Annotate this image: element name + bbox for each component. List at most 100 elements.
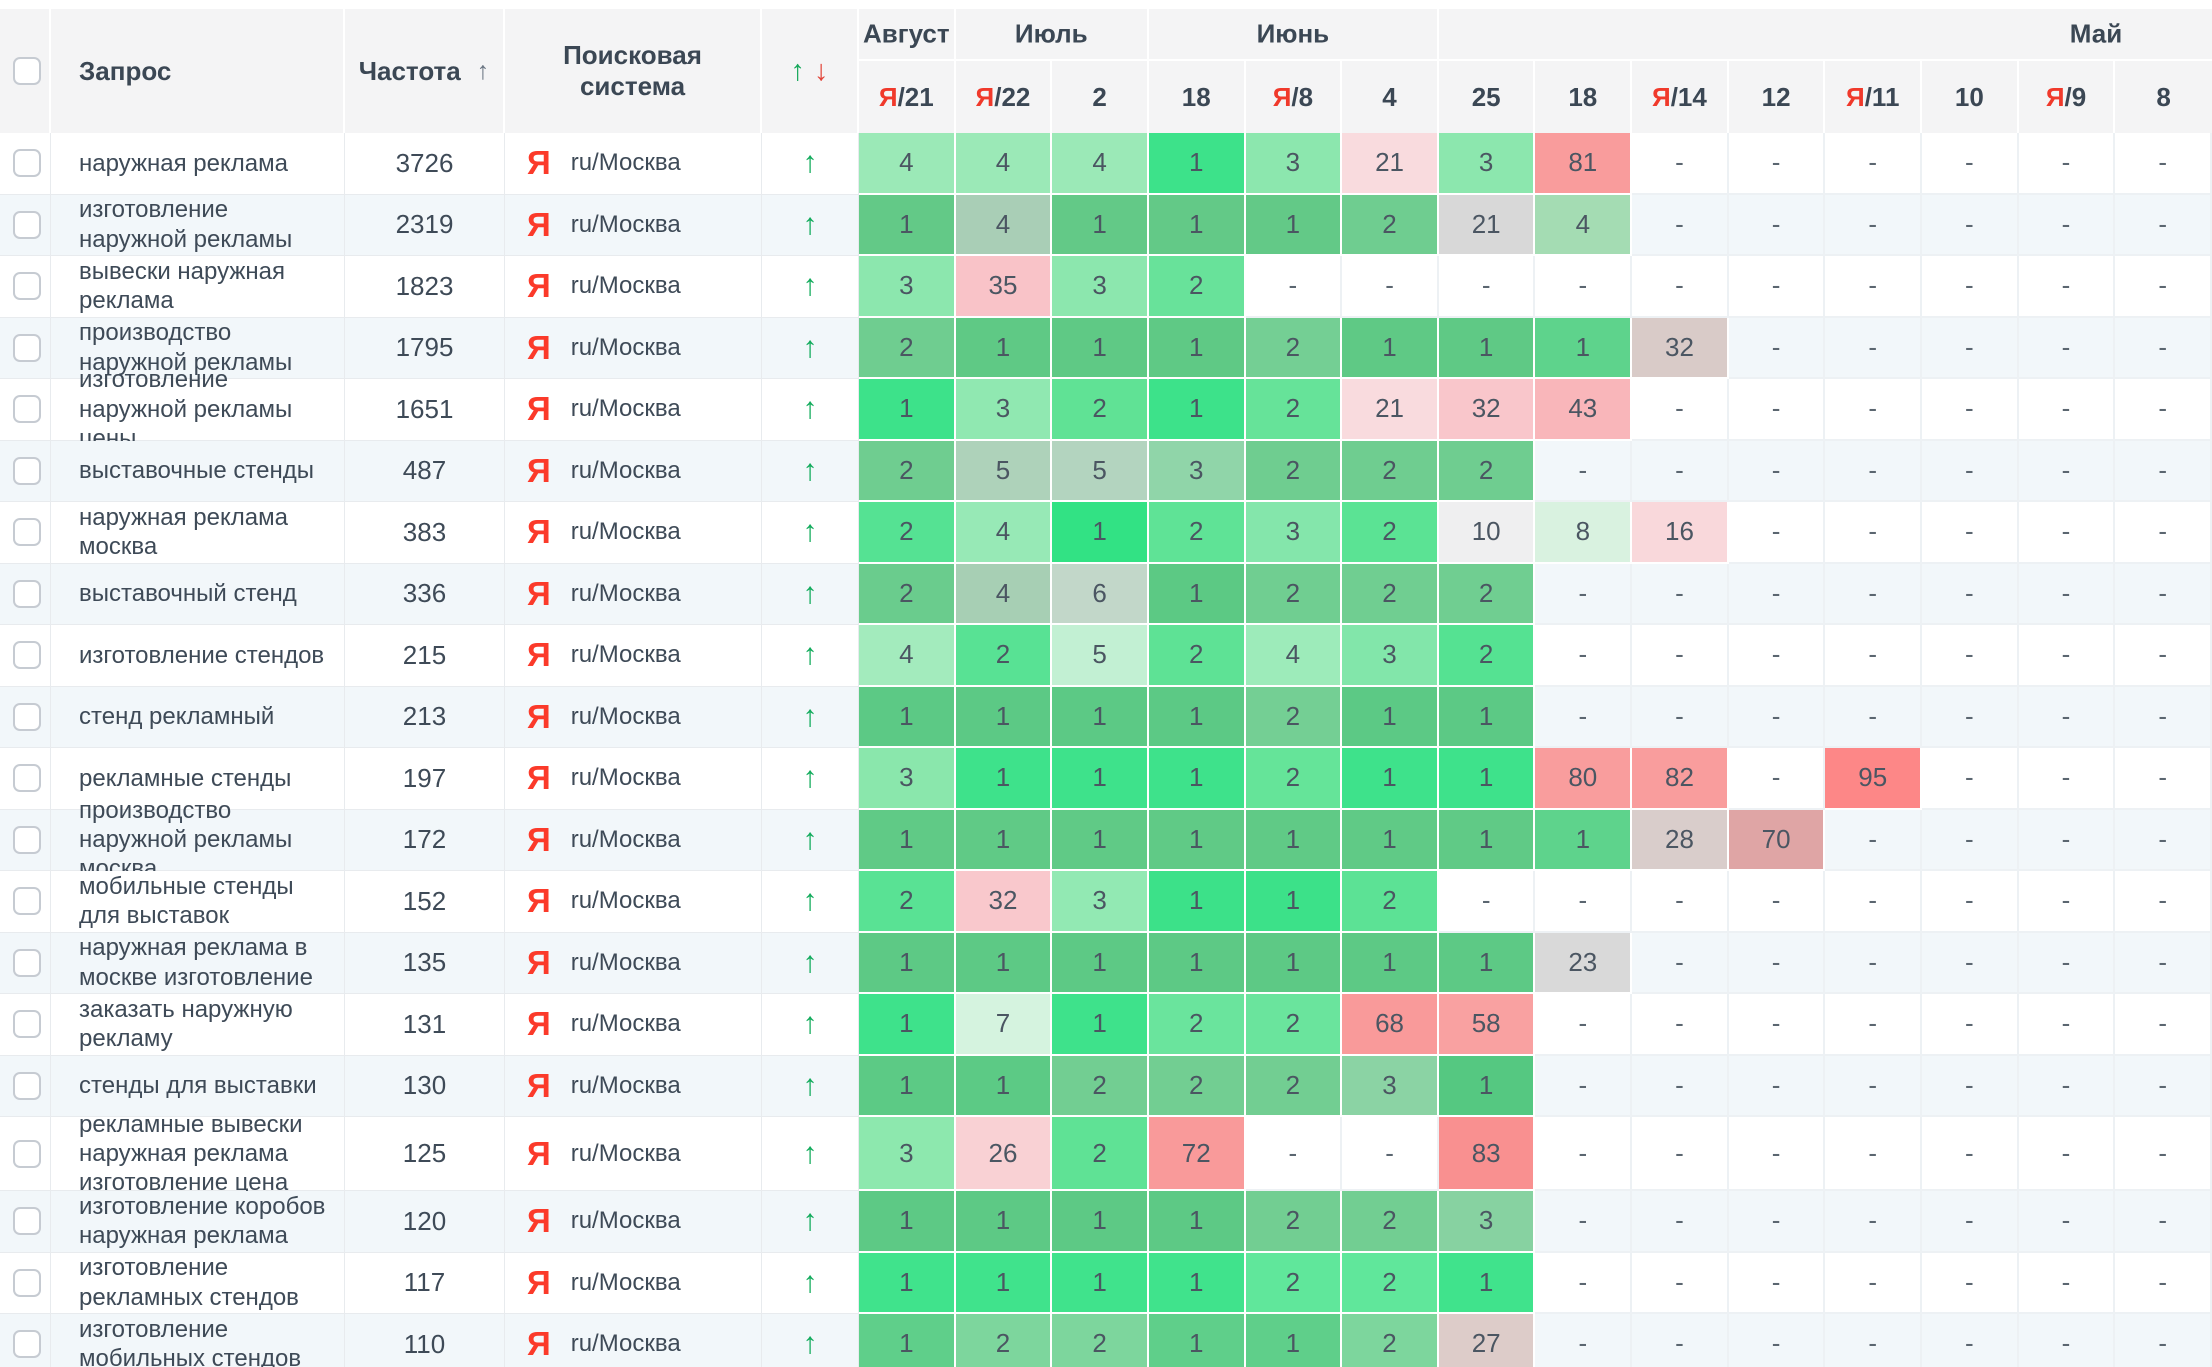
select-all-cell	[0, 9, 51, 133]
date-column-header[interactable]: 18	[1535, 61, 1633, 133]
row-checkbox[interactable]	[13, 456, 41, 485]
position-cell: 4	[955, 133, 1053, 195]
position-cell: 2	[859, 871, 956, 933]
date-column-header[interactable]: 2	[1052, 61, 1149, 133]
row-checkbox-cell	[0, 809, 51, 871]
query-cell[interactable]: наружная реклама	[51, 133, 345, 195]
query-text: изготовление стендов	[79, 641, 325, 669]
query-cell[interactable]: производство наружной рекламы	[51, 317, 345, 379]
query-cell[interactable]: рекламные вывески наружная реклама изгот…	[51, 1111, 345, 1196]
row-checkbox[interactable]	[13, 1268, 41, 1297]
row-checkbox[interactable]	[13, 1139, 41, 1168]
query-cell[interactable]: изготовление наружной рекламы цены	[51, 366, 345, 452]
date-column-header[interactable]: Я/14	[1632, 61, 1729, 133]
row-checkbox[interactable]	[13, 272, 41, 301]
query-cell[interactable]: рекламные стенды	[51, 748, 345, 810]
position-cell: 2	[859, 440, 956, 502]
row-checkbox[interactable]	[13, 1010, 41, 1039]
position-cell: -	[1728, 563, 1826, 625]
date-column-header[interactable]: 18	[1149, 61, 1246, 133]
position-cell: -	[1922, 502, 2019, 564]
month-label: Июль	[1014, 18, 1088, 49]
position-cell: 2	[1342, 194, 1439, 256]
row-checkbox-cell	[0, 502, 51, 564]
date-column-header[interactable]: 12	[1729, 61, 1826, 133]
query-column-header[interactable]: Запрос	[51, 9, 345, 133]
date-column-header[interactable]: Я/9	[2019, 61, 2116, 133]
select-all-checkbox[interactable]	[13, 57, 41, 85]
position-cell: -	[1825, 133, 1923, 195]
row-checkbox[interactable]	[13, 764, 41, 793]
trend-up-icon: ↑	[802, 515, 818, 549]
frequency-column-header[interactable]: Частота ↑	[345, 9, 505, 133]
trend-cell: ↑	[762, 317, 859, 379]
yandex-icon: Я	[527, 943, 551, 981]
position-cell: -	[1922, 932, 2019, 994]
query-header-label: Запрос	[79, 55, 172, 86]
position-cell: 1	[1148, 133, 1246, 195]
query-text: изготовление рекламных стендов	[79, 1254, 299, 1311]
row-checkbox[interactable]	[13, 149, 41, 178]
query-cell[interactable]: наружная реклама москва	[51, 502, 345, 564]
row-checkbox-cell	[0, 133, 51, 195]
query-cell[interactable]: изготовление мобильных стендов	[51, 1314, 345, 1367]
position-cell: -	[2115, 1117, 2212, 1191]
query-cell[interactable]: производство наружной рекламы москва	[51, 797, 345, 882]
date-column-header[interactable]: Я/21	[859, 61, 956, 133]
row-checkbox[interactable]	[13, 887, 41, 916]
row-checkbox[interactable]	[13, 579, 41, 608]
row-checkbox-cell	[0, 748, 51, 810]
query-cell[interactable]: выставочные стенды	[51, 440, 345, 502]
query-cell[interactable]: стенды для выставки	[51, 1055, 345, 1117]
query-cell[interactable]: изготовление наружной рекламы	[51, 194, 345, 256]
position-cell: -	[1922, 256, 2019, 318]
row-checkbox-cell	[0, 379, 51, 441]
query-cell[interactable]: стенд рекламный	[51, 686, 345, 748]
query-cell[interactable]: наружная реклама в москве изготовление	[51, 932, 345, 994]
date-column-header[interactable]: 8	[2115, 61, 2212, 133]
trend-column-header[interactable]: ↑ ↓	[762, 9, 859, 133]
query-cell[interactable]: изготовление рекламных стендов	[51, 1252, 345, 1314]
query-cell[interactable]: заказать наружную рекламу	[51, 994, 345, 1056]
position-cell: 2	[1342, 1191, 1439, 1253]
date-column-header[interactable]: Я/8	[1246, 61, 1343, 133]
position-cell: 2	[1438, 625, 1536, 687]
query-cell[interactable]: изготовление стендов	[51, 625, 345, 687]
position-cell: 1	[1148, 1191, 1246, 1253]
position-cell: 3	[859, 1117, 956, 1191]
position-cell: -	[1728, 625, 1826, 687]
query-cell[interactable]: выставочный стенд	[51, 563, 345, 625]
position-cell: -	[2115, 440, 2212, 502]
row-checkbox[interactable]	[13, 395, 41, 424]
row-checkbox[interactable]	[13, 948, 41, 977]
row-checkbox[interactable]	[13, 333, 41, 362]
position-cell: -	[2018, 1252, 2116, 1314]
row-checkbox[interactable]	[13, 210, 41, 239]
date-column-header[interactable]: 4	[1342, 61, 1439, 133]
row-checkbox[interactable]	[13, 825, 41, 854]
position-cell: -	[1825, 1314, 1923, 1367]
row-checkbox[interactable]	[13, 1071, 41, 1100]
date-column-header[interactable]: Я/11	[1825, 61, 1923, 133]
date-column-header[interactable]: 25	[1439, 61, 1536, 133]
row-checkbox[interactable]	[13, 1330, 41, 1359]
position-cell: -	[2115, 379, 2212, 441]
row-checkbox[interactable]	[13, 1207, 41, 1236]
date-column-header[interactable]: Я/22	[956, 61, 1053, 133]
date-column-header[interactable]: 10	[1922, 61, 2019, 133]
row-checkbox[interactable]	[13, 518, 41, 547]
query-cell[interactable]: мобильные стенды для выставок	[51, 871, 345, 933]
row-checkbox[interactable]	[13, 702, 41, 731]
position-cell: -	[2018, 440, 2116, 502]
search-engine-column-header[interactable]: Поисковая система	[505, 9, 762, 133]
query-cell[interactable]: изготовление коробов наружная реклама	[51, 1191, 345, 1253]
arrow-down-icon: ↓	[814, 54, 829, 87]
row-checkbox[interactable]	[13, 641, 41, 670]
query-cell[interactable]: вывески наружная реклама	[51, 256, 345, 318]
position-cell: 2	[1245, 440, 1343, 502]
